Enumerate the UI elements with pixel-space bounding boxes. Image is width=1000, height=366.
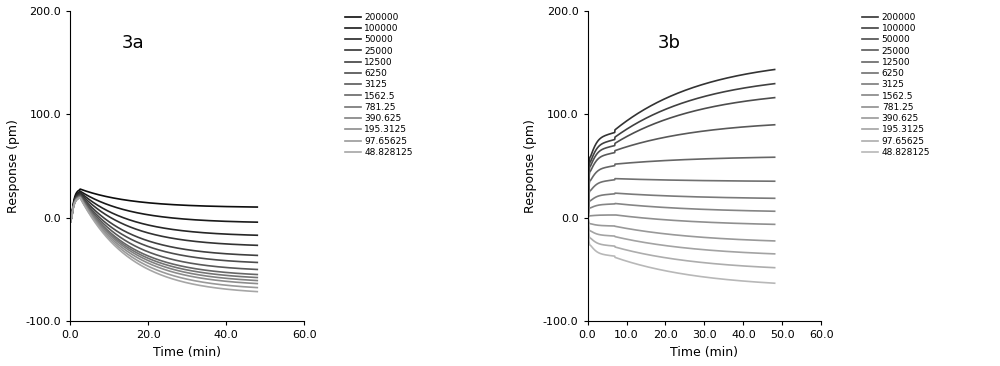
Y-axis label: Response (pm): Response (pm) [7,119,20,213]
Y-axis label: Response (pm): Response (pm) [524,119,537,213]
Text: 3b: 3b [658,34,681,52]
X-axis label: Time (min): Time (min) [153,346,221,359]
X-axis label: Time (min): Time (min) [670,346,738,359]
Text: 3a: 3a [122,34,144,52]
Legend: 200000, 100000, 50000, 25000, 12500, 6250, 3125, 1562.5, 781.25, 390.625, 195.31: 200000, 100000, 50000, 25000, 12500, 625… [858,9,934,161]
Legend: 200000, 100000, 50000, 25000, 12500, 6250, 3125, 1562.5, 781.25, 390.625, 195.31: 200000, 100000, 50000, 25000, 12500, 625… [341,9,417,161]
